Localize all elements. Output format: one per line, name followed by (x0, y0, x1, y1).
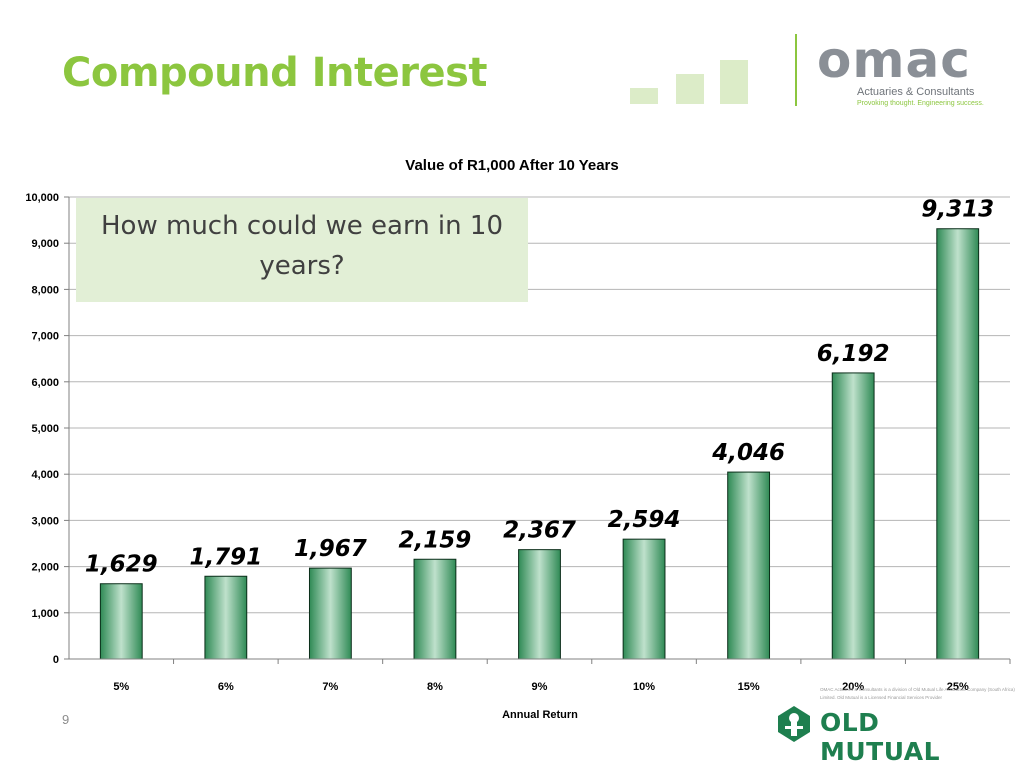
x-axis-label: Annual Return (502, 709, 578, 721)
x-tick-label: 5% (113, 681, 129, 693)
bar-chart: Value of R1,000 After 10 Years 0 1,000 2,0… (25, 157, 1011, 721)
omac-logo-word: omac (817, 31, 971, 89)
bars (99, 228, 980, 660)
y-tick-label: 6,000 (31, 377, 59, 389)
slide-title: Compound Interest (62, 50, 488, 96)
y-tick-label: 7,000 (31, 331, 59, 343)
omac-logo: omac Actuaries & Consultants Provoking t… (795, 31, 1005, 114)
x-tick-label: 10% (633, 681, 655, 693)
old-mutual-emblem-icon (778, 706, 810, 742)
y-tick-label: 0 (53, 654, 59, 666)
omac-slogan: Provoking thought. Engineering success. (857, 100, 984, 107)
omac-logo-divider (795, 34, 797, 106)
bar-15% (727, 471, 771, 660)
decorative-block-large (720, 60, 748, 104)
bar-5% (99, 583, 143, 660)
x-tick-label: 8% (427, 681, 443, 693)
data-label: 6,192 (817, 341, 890, 367)
y-tick-label: 1,000 (31, 608, 59, 620)
data-label: 2,367 (503, 518, 576, 544)
data-label: 2,594 (608, 507, 681, 533)
x-axis-ticks: 5% 6% 7% 8% 9% 10% 15% 20% 25% (69, 658, 1011, 693)
old-mutual-logo: OLD MUTUAL (774, 704, 998, 766)
old-mutual-wordmark: OLD MUTUAL (820, 708, 941, 766)
y-tick-label: 10,000 (25, 192, 59, 204)
omac-tagline: Actuaries & Consultants (857, 86, 975, 98)
x-tick-label: 25% (947, 681, 969, 693)
bar-10% (622, 538, 666, 660)
x-tick-label: 9% (532, 681, 548, 693)
bar-20% (831, 372, 875, 660)
y-tick-label: 9,000 (31, 238, 59, 250)
y-tick-label: 3,000 (31, 515, 59, 527)
data-label: 9,313 (921, 197, 994, 223)
y-tick-label: 5,000 (31, 423, 59, 435)
question-callout: How much could we earn in 10 years? (76, 198, 528, 302)
bar-9% (518, 549, 561, 660)
decorative-block-medium (676, 74, 704, 104)
data-label: 4,046 (711, 440, 785, 466)
bar-7% (308, 567, 352, 660)
y-tick-label: 4,000 (31, 469, 59, 481)
y-tick-label: 2,000 (31, 562, 59, 574)
x-tick-label: 7% (322, 681, 338, 693)
bar-8% (413, 558, 457, 660)
x-tick-label: 15% (738, 681, 760, 693)
bar-6% (204, 575, 248, 660)
data-label: 1,629 (85, 552, 158, 578)
bar-25% (936, 228, 980, 660)
x-tick-label: 6% (218, 681, 234, 693)
disclaimer-text: OMAC Actuaries & Consultants is a divisi… (820, 687, 1015, 700)
decorative-block-small (630, 88, 658, 104)
y-tick-label: 8,000 (31, 284, 59, 296)
data-label: 2,159 (399, 527, 472, 553)
data-labels: 1,629 1,791 1,967 2,159 2,367 2,594 4,046 6,192… (85, 197, 994, 578)
x-tick-label: 20% (842, 681, 864, 693)
y-axis-ticks: 0 1,000 2,000 3,000 4,000 5,000 6,000 7,000 8,00… (25, 192, 70, 666)
slide-number: 9 (62, 712, 70, 727)
data-label: 1,791 (189, 544, 262, 570)
data-label: 1,967 (294, 536, 367, 562)
chart-title: Value of R1,000 After 10 Years (405, 157, 618, 174)
